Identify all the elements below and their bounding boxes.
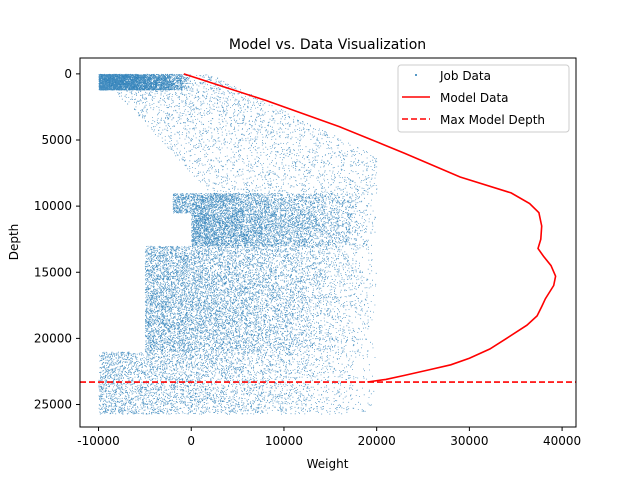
y-tick-label: 20000 [34,331,72,345]
model-data-line [183,73,557,383]
scatter-cluster [98,73,191,91]
x-axis: -10000 0 10000 20000 30000 40000 [77,427,581,448]
y-tick-label: 0 [64,67,72,81]
model-data-layer [80,73,576,383]
legend-label: Model Data [440,91,509,105]
x-axis-label: Weight [307,457,349,471]
x-tick-label: 30000 [450,434,488,448]
x-tick-label: -10000 [77,434,120,448]
y-tick-label: 15000 [34,265,72,279]
scatter-cluster [98,351,376,415]
legend: Job Data Model Data Max Model Depth [397,64,570,133]
x-tick-label: 40000 [543,434,581,448]
scatter-cluster [144,245,377,353]
scatter-cluster [191,212,376,247]
plot-frame [79,57,577,428]
legend-marker-job-data [415,74,417,76]
x-tick-label: 20000 [358,434,396,448]
y-tick-label: 5000 [41,133,72,147]
y-tick-label: 25000 [34,398,72,412]
chart-title: Model vs. Data Visualization [229,37,426,53]
y-tick-label: 10000 [34,199,72,213]
x-tick-label: 0 [187,434,195,448]
legend-box [397,64,570,133]
y-axis: 0 5000 10000 15000 20000 25000 [34,67,80,412]
legend-label: Job Data [439,69,491,83]
scatter-cluster [100,73,378,194]
job-data-scatter [98,73,378,415]
y-axis-label: Depth [7,224,21,261]
x-tick-label: 10000 [265,434,303,448]
legend-label: Max Model Depth [440,113,545,127]
scatter-cluster [172,193,374,214]
